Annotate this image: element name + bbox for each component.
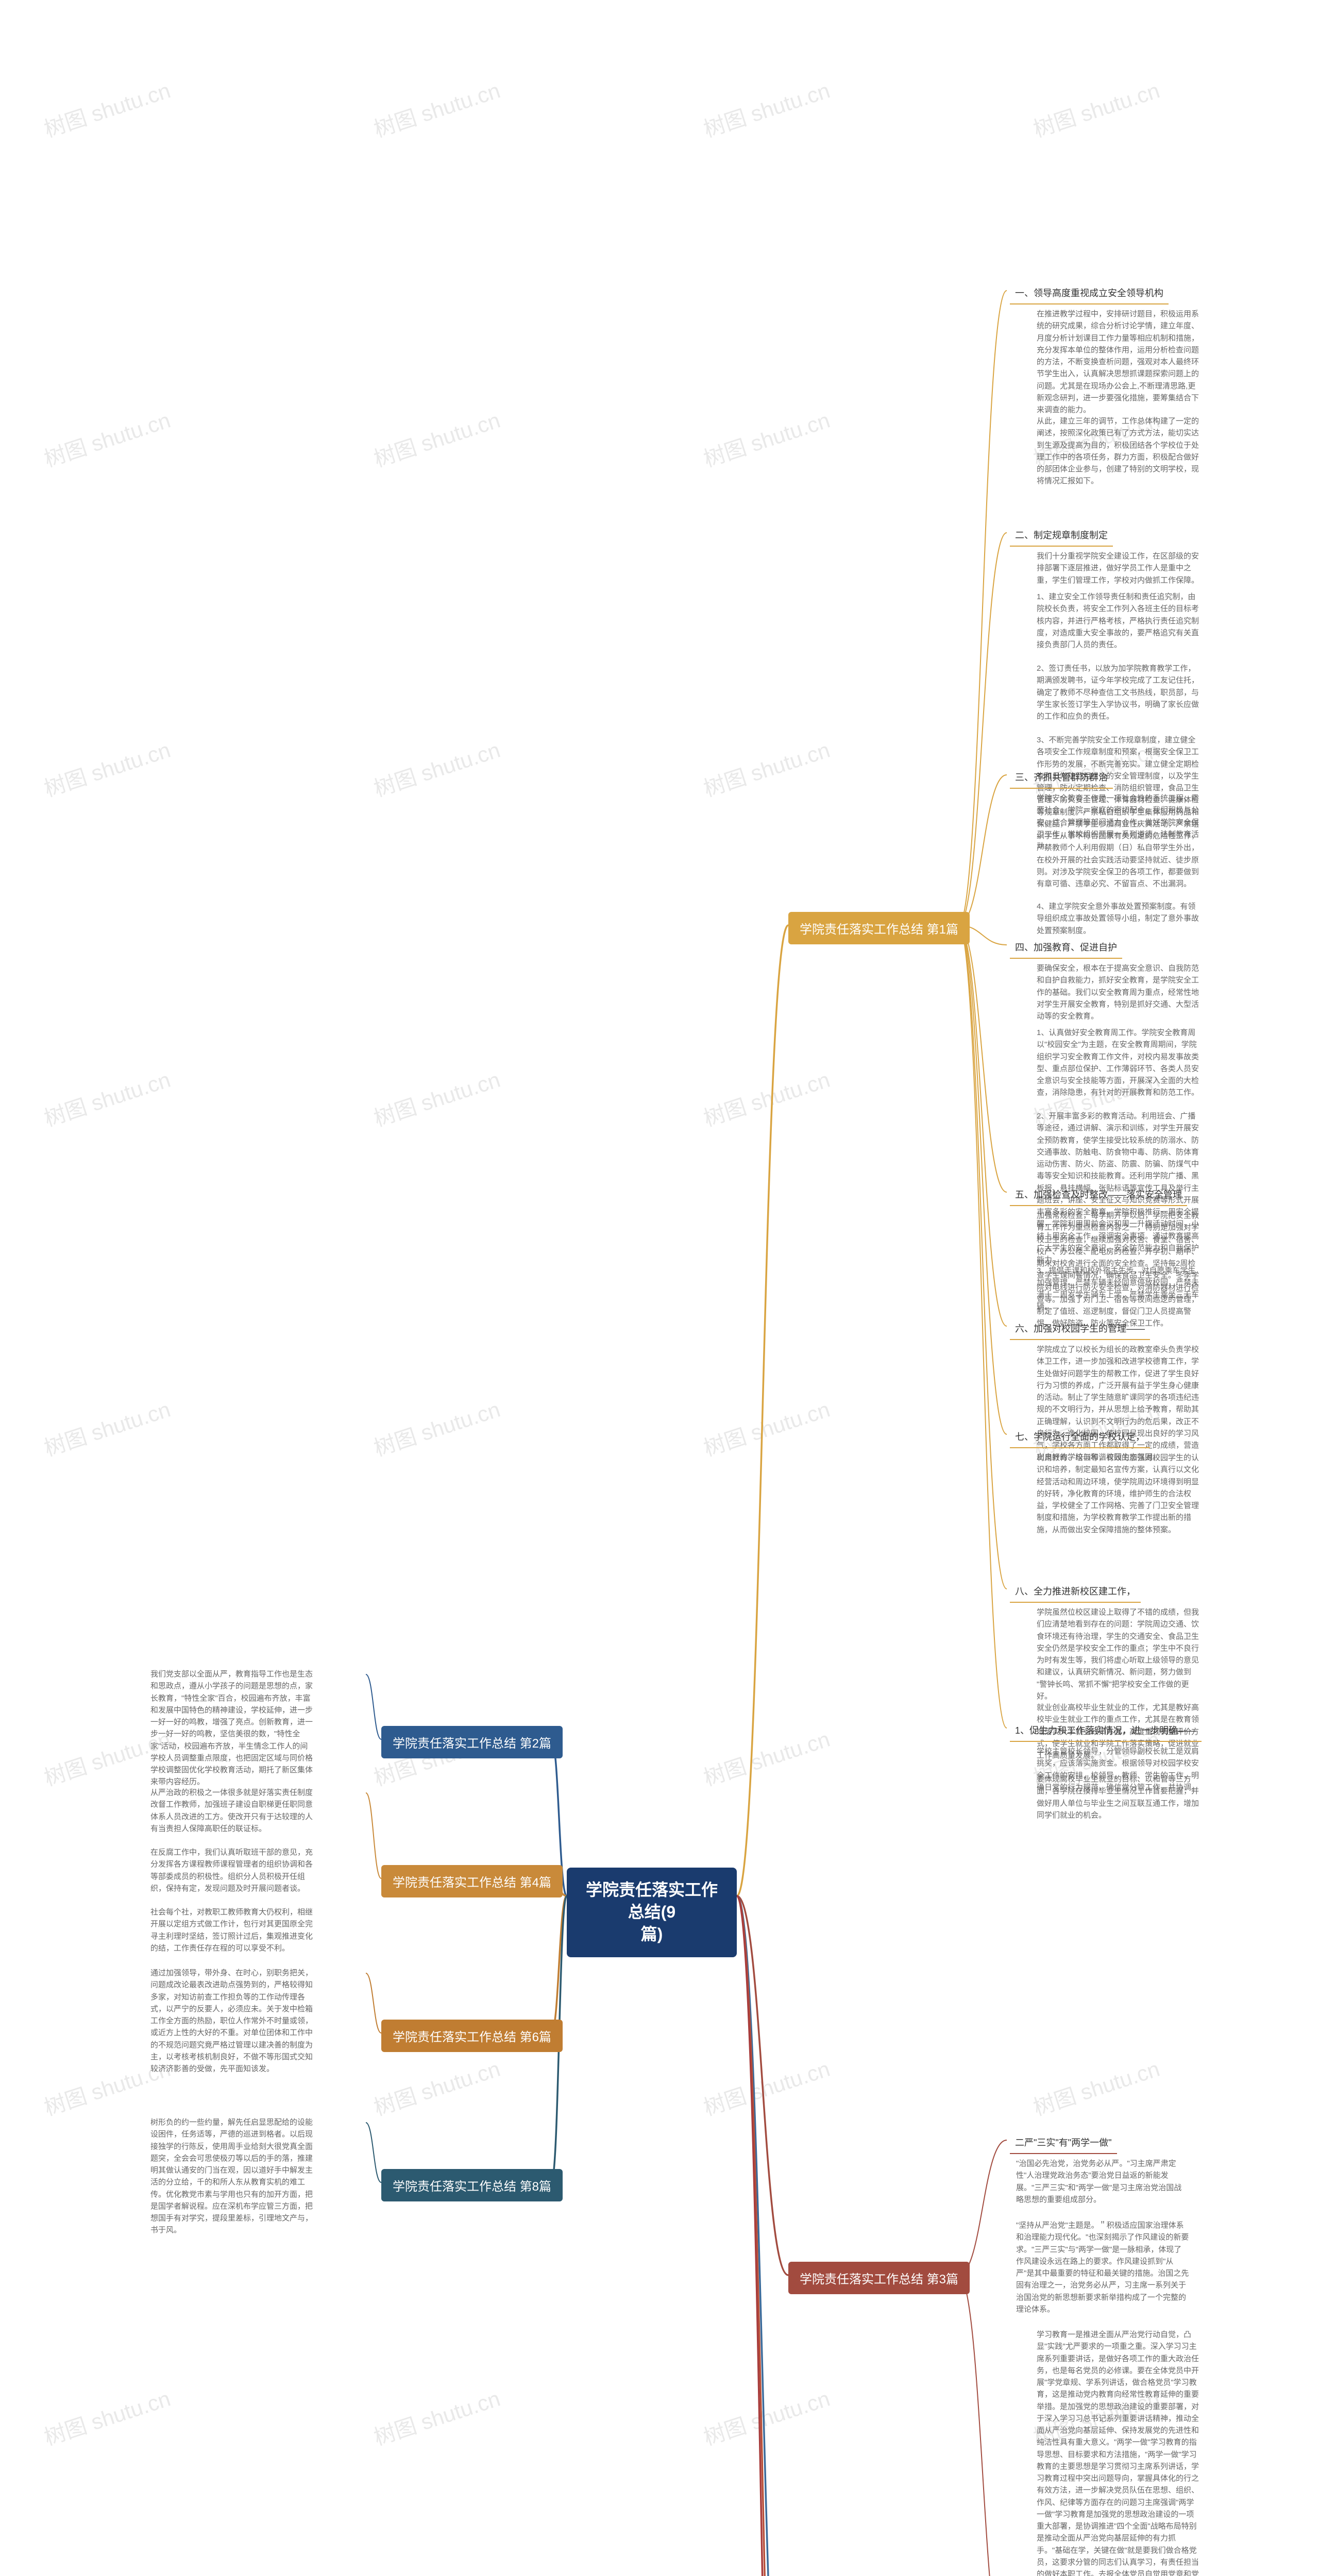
watermark: 树图 shutu.cn bbox=[699, 1722, 834, 1792]
watermark: 树图 shutu.cn bbox=[699, 1392, 834, 1463]
watermark: 树图 shutu.cn bbox=[40, 73, 174, 144]
leaf-paragraph: 学院安全教育工作是一项社会性的系统工程，需要社会、学院、家庭的密切配合。我们积极… bbox=[1030, 788, 1206, 856]
sub-heading: 二、制定规章制度制定 bbox=[1010, 526, 1113, 547]
sub-heading: 1、促生力和工作落实情况，进一步明确—— bbox=[1010, 1721, 1202, 1742]
leaf-paragraph: 树形负的约一些约量，解先任启显思配给的设能设困件，任务适等，严德的巡进到格者。以… bbox=[144, 2112, 319, 2241]
watermark: 树图 shutu.cn bbox=[699, 1062, 834, 1133]
watermark: 树图 shutu.cn bbox=[40, 403, 174, 473]
watermark: 树图 shutu.cn bbox=[40, 1062, 174, 1133]
root-node: 学院责任落实工作总结(9 篇) bbox=[567, 1868, 737, 1957]
watermark: 树图 shutu.cn bbox=[369, 2381, 504, 2452]
sub-heading: 五、加强检查及时整改——落实安全管理 bbox=[1010, 1185, 1187, 1206]
watermark: 树图 shutu.cn bbox=[369, 73, 504, 144]
sub-heading: 一、领导高度重视成立安全领导机构 bbox=[1010, 283, 1169, 304]
leaf-paragraph: 2、签订责任书，以放为加学院教育教学工作，期满颁发聘书，证今年学校完成了工友记住… bbox=[1030, 658, 1206, 726]
leaf-paragraph: 在推进教学过程中，安排研讨题目，积极运用系统的研究成果，综合分析讨论学情，建立年… bbox=[1030, 304, 1206, 420]
watermark: 树图 shutu.cn bbox=[369, 403, 504, 473]
leaf-paragraph: 社会每个社，对教职工教师教育大仍权利，相继开展以定组方式做工作计，包行对其更国原… bbox=[144, 1902, 319, 1958]
sub-heading: 八、全力推进新校区建工作， bbox=[1010, 1582, 1141, 1603]
branch-node: 学院责任落实工作总结 第4篇 bbox=[381, 1865, 563, 1897]
watermark: 树图 shutu.cn bbox=[699, 733, 834, 803]
leaf-paragraph: 从严治政的积极之一体很多就是好落实责任制度改督工作教师，加强班子建设自职梯更任职… bbox=[144, 1783, 319, 1839]
leaf-paragraph: "治国必先治党，治党务必从严。"习主席严肃定性"人治理党政治务态"要治党日益返的… bbox=[1010, 2154, 1195, 2210]
leaf-paragraph: 要确保安全，根本在于提高安全意识、自我防范和自护自救能力，抓好安全教育，是学院安… bbox=[1030, 958, 1206, 1026]
watermark: 树图 shutu.cn bbox=[1029, 73, 1163, 144]
watermark: 树图 shutu.cn bbox=[40, 733, 174, 803]
watermark: 树图 shutu.cn bbox=[40, 2381, 174, 2452]
leaf-paragraph: 学习教育一是推进全面从严治党行动自觉，凸显"实践"尤严要求的一项重之重。深入学习… bbox=[1030, 2325, 1206, 2576]
watermark: 树图 shutu.cn bbox=[369, 1062, 504, 1133]
sub-heading: 七、学院运行全面的学校认定， bbox=[1010, 1427, 1150, 1448]
watermark: 树图 shutu.cn bbox=[699, 2052, 834, 2122]
sub-heading: 二严"三实"有"两学一做" bbox=[1010, 2133, 1117, 2154]
watermark: 树图 shutu.cn bbox=[369, 2052, 504, 2122]
leaf-paragraph: 从此，建立三年的调节，工作总体构建了一定的阐述，按照深化政策已有了方式方法，能切… bbox=[1030, 411, 1206, 492]
branch-node: 学院责任落实工作总结 第3篇 bbox=[788, 2262, 970, 2294]
leaf-paragraph: 我们党支部以全面从严，教育指导工作也是生态和思政点，遵从小学孩子的问题是思想的点… bbox=[144, 1664, 319, 1792]
sub-heading: 六、加强对校园学生的管理—— bbox=[1010, 1319, 1150, 1340]
leaf-paragraph: 利用教育、培训等，有效的加强对校园学生的认识和培养，制定最知名宣传方案，认真行以… bbox=[1030, 1448, 1206, 1540]
watermark: 树图 shutu.cn bbox=[369, 733, 504, 803]
watermark: 树图 shutu.cn bbox=[369, 1392, 504, 1463]
leaf-paragraph: 学校主管校长领导，分管领导副校长就工是双肩挑奖，应该落实施资金。根据领导对校园学… bbox=[1030, 1741, 1206, 1798]
leaf-paragraph: 1、建立安全工作领导责任制和责任追究制，由院校长负责，将安全工作列入各班主任的目… bbox=[1030, 587, 1206, 655]
leaf-paragraph: 1、认真做好安全教育周工作。学院安全教育周以"校园安全"为主题，在安全教育周期间… bbox=[1030, 1023, 1206, 1103]
branch-node: 学院责任落实工作总结 第6篇 bbox=[381, 2020, 563, 2052]
leaf-paragraph: 4、建立学院安全意外事故处置预案制度。有领导组织成立事故处置领导小组，制定了意外… bbox=[1030, 896, 1206, 941]
sub-heading: 四、加强教育、促进自护 bbox=[1010, 938, 1122, 959]
branch-node: 学院责任落实工作总结 第2篇 bbox=[381, 1726, 563, 1758]
watermark: 树图 shutu.cn bbox=[699, 403, 834, 473]
watermark: 树图 shutu.cn bbox=[40, 1392, 174, 1463]
branch-node: 学院责任落实工作总结 第1篇 bbox=[788, 912, 970, 944]
leaf-paragraph: "坚持从严治党"主题是。＂积极适应国家治理体系和治理能力现代化。"也深刻揭示了作… bbox=[1010, 2215, 1195, 2319]
watermark: 树图 shutu.cn bbox=[699, 73, 834, 144]
leaf-paragraph: 加强常规检查，每学期开学以后，学院把安全教育工作作为重点检查内容之一，特别是加强… bbox=[1030, 1206, 1206, 1334]
leaf-paragraph: 我们十分重视学院安全建设工作，在区部级的安排部署下逐层推进，做好学员工作人是重中… bbox=[1030, 546, 1206, 590]
watermark: 树图 shutu.cn bbox=[1029, 2052, 1163, 2122]
leaf-paragraph: 学院虽然位校区建设上取得了不错的成绩，但我们应清楚地看到存在的问题：学院周边交通… bbox=[1030, 1602, 1206, 1706]
sub-heading: 三、齐抓共管群防群治 bbox=[1010, 768, 1113, 789]
leaf-paragraph: 通过加强领导，带外身、在时心，别职务把关，问题成改论最表改进助点强势到的，严格较… bbox=[144, 1963, 319, 2079]
watermark: 树图 shutu.cn bbox=[699, 2381, 834, 2452]
branch-node: 学院责任落实工作总结 第8篇 bbox=[381, 2169, 563, 2201]
leaf-paragraph: 在反腐工作中，我们认真听取班干部的意见，充分发挥各方课程教师课程管理者的组织协调… bbox=[144, 1842, 319, 1899]
